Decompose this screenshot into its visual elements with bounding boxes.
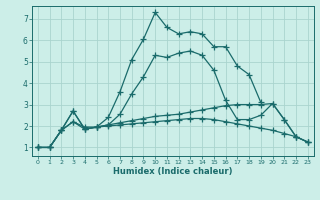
X-axis label: Humidex (Indice chaleur): Humidex (Indice chaleur) [113,167,233,176]
